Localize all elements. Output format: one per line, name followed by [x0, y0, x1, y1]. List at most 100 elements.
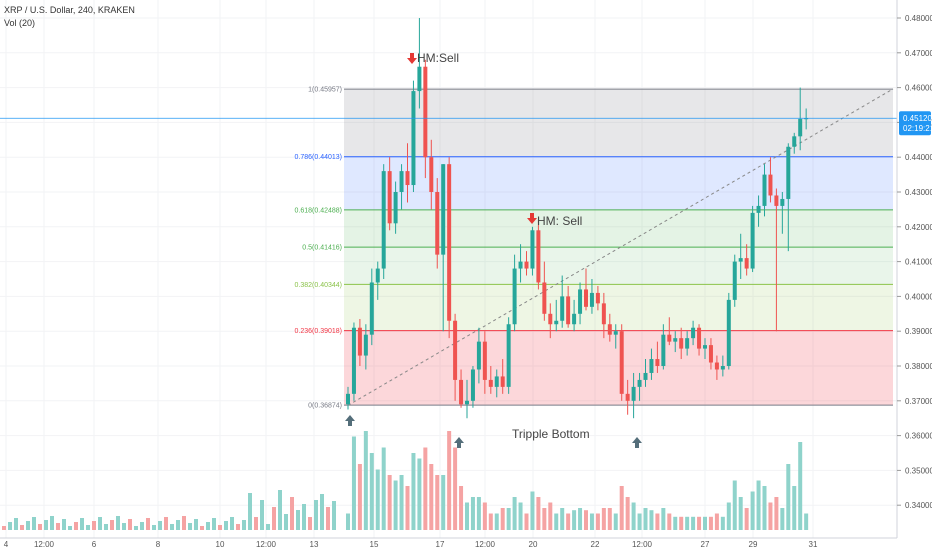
- time-tick-label: 12:00: [34, 540, 55, 549]
- volume-bar: [792, 486, 797, 530]
- candle: [435, 178, 440, 269]
- volume-bar: [152, 525, 156, 530]
- volume-bar: [170, 524, 174, 530]
- volume-bar: [8, 522, 12, 530]
- volume-bar: [703, 516, 707, 530]
- candle-body: [393, 192, 398, 224]
- volume-bar: [369, 453, 374, 530]
- triple-bottom-label: Tripple Bottom: [512, 427, 590, 441]
- candle: [393, 181, 398, 234]
- volume-bar: [685, 516, 690, 530]
- candle-body: [566, 296, 571, 325]
- price-tick-label: 0.36000: [905, 432, 932, 441]
- candle-body: [357, 327, 362, 356]
- annotations[interactable]: HM:Sell HM: Sell Tripple Bottom: [345, 51, 642, 448]
- candle-countdown: 02:19:21: [903, 124, 932, 133]
- candle: [667, 317, 672, 346]
- candle: [792, 132, 797, 154]
- volume-bar: [714, 513, 719, 530]
- price-axis[interactable]: 0.480000.470000.460000.450000.440000.430…: [897, 14, 932, 510]
- volume-bar: [188, 523, 192, 530]
- time-tick-label: 4: [4, 540, 9, 549]
- volume-bar: [459, 486, 464, 530]
- volume-bar: [768, 502, 773, 530]
- candle-body: [720, 366, 725, 370]
- candle-body: [756, 205, 761, 213]
- candle-body: [774, 195, 779, 206]
- candle: [554, 299, 559, 332]
- fib-level-label: 0.236(0.39018): [295, 328, 342, 335]
- fib-zone: [344, 284, 893, 331]
- candle: [536, 219, 541, 290]
- sell-arrow-icon: [527, 213, 537, 224]
- candle: [429, 139, 434, 210]
- candle-body: [387, 171, 392, 224]
- candle-body: [447, 164, 452, 321]
- price-tick-label: 0.43000: [905, 188, 932, 197]
- volume-bar: [601, 508, 606, 530]
- candle: [613, 324, 618, 349]
- candle: [399, 164, 404, 210]
- candle: [447, 157, 452, 339]
- candle-body: [631, 386, 636, 401]
- candle: [441, 164, 446, 332]
- volume-bar: [589, 513, 594, 530]
- price-tick-label: 0.42000: [905, 223, 932, 232]
- volume-bar: [20, 525, 24, 530]
- candle: [470, 366, 475, 408]
- candle: [512, 254, 517, 332]
- candle: [453, 313, 458, 401]
- time-axis[interactable]: 4 12:00 6 8 10 12:00 13 15 17 12:00 20 22 12:00 27 29 3…: [4, 540, 818, 549]
- fib-level-label: 0.786(0.44013): [295, 154, 342, 161]
- candle-body: [679, 338, 684, 349]
- volume-bar: [786, 464, 791, 530]
- candle-body: [649, 359, 654, 373]
- candle-body: [780, 198, 785, 206]
- volume-bar: [441, 475, 446, 530]
- time-tick-label: 8: [156, 540, 161, 549]
- volume-bar: [750, 491, 755, 530]
- candle: [804, 108, 809, 130]
- price-tick-label: 0.47000: [905, 49, 932, 58]
- candle: [423, 59, 428, 179]
- volume-bar: [346, 513, 350, 530]
- candle: [774, 188, 779, 332]
- buy-arrow-icon: [632, 437, 642, 448]
- volume-bar: [506, 508, 511, 530]
- volume-bar: [278, 490, 282, 530]
- candle-body: [351, 327, 356, 394]
- time-tick-label: 20: [529, 540, 538, 549]
- volume-bar: [230, 517, 234, 530]
- candle-body: [518, 261, 523, 269]
- price-tick-label: 0.46000: [905, 84, 932, 93]
- candle: [482, 331, 487, 394]
- volume-bar: [708, 516, 713, 530]
- candle-body: [750, 212, 755, 269]
- candle: [542, 261, 547, 321]
- volume-bar: [254, 517, 258, 530]
- fib-level-label: 1(0.45957): [308, 87, 342, 94]
- candle-body: [500, 376, 505, 387]
- volume-bar: [399, 475, 404, 530]
- candle: [726, 292, 731, 370]
- volume-bar: [631, 502, 636, 530]
- volume-bar: [435, 475, 440, 530]
- candle: [643, 359, 648, 387]
- candle-body: [589, 292, 594, 307]
- volume-bar: [56, 523, 60, 530]
- candle-body: [423, 66, 428, 158]
- time-tick-label: 15: [370, 540, 379, 549]
- candle-body: [411, 91, 416, 186]
- candle: [548, 303, 553, 339]
- candle: [673, 331, 678, 353]
- candle: [465, 379, 469, 419]
- candle-body: [346, 393, 350, 405]
- candle-body: [459, 379, 464, 405]
- candle: [459, 369, 464, 408]
- volume-bar: [266, 524, 270, 530]
- volume-bar: [26, 521, 30, 530]
- volume-bar: [296, 510, 300, 530]
- candle-body: [673, 338, 678, 342]
- volume-bar: [206, 522, 210, 530]
- volume-bar: [417, 458, 422, 530]
